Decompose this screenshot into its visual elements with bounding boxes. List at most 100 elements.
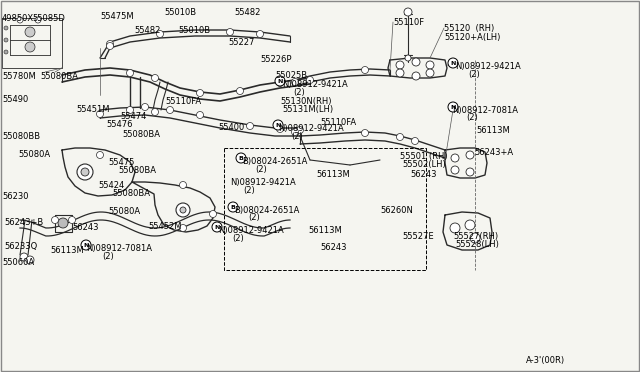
Text: 56243: 56243 — [410, 170, 436, 179]
Text: N)08912-9421A: N)08912-9421A — [282, 80, 348, 89]
Circle shape — [412, 58, 420, 66]
Text: (2): (2) — [291, 132, 303, 141]
Text: 55527(RH): 55527(RH) — [453, 232, 498, 241]
Circle shape — [97, 110, 104, 118]
Circle shape — [77, 164, 93, 180]
Text: 55474: 55474 — [120, 112, 147, 121]
Text: (2): (2) — [232, 234, 244, 243]
Text: 55226P: 55226P — [260, 55, 291, 64]
Text: N: N — [451, 61, 456, 65]
Text: 56243: 56243 — [320, 243, 346, 252]
Text: 56113M: 56113M — [50, 246, 84, 255]
Text: 55110FA: 55110FA — [165, 97, 201, 106]
Circle shape — [246, 122, 253, 129]
Circle shape — [97, 151, 104, 158]
Text: 55475M: 55475M — [100, 12, 134, 21]
Text: 55527E: 55527E — [402, 232, 434, 241]
Circle shape — [176, 203, 190, 217]
Circle shape — [362, 67, 369, 74]
Circle shape — [236, 153, 246, 163]
Circle shape — [127, 70, 134, 77]
Circle shape — [296, 126, 303, 134]
Circle shape — [157, 31, 163, 38]
Circle shape — [26, 256, 34, 264]
Circle shape — [257, 31, 264, 38]
Text: 56260N: 56260N — [380, 206, 413, 215]
Circle shape — [35, 17, 41, 23]
Text: 55502(LH): 55502(LH) — [402, 160, 445, 169]
Circle shape — [180, 207, 186, 213]
Text: B)08024-2651A: B)08024-2651A — [242, 157, 307, 166]
Text: B)08024-2651A: B)08024-2651A — [234, 206, 300, 215]
Text: 56243+B: 56243+B — [4, 218, 44, 227]
Circle shape — [179, 182, 186, 189]
Text: B: B — [230, 205, 236, 209]
Circle shape — [237, 87, 243, 94]
Circle shape — [465, 220, 475, 230]
Circle shape — [179, 224, 186, 231]
Text: N: N — [275, 122, 281, 128]
Text: N: N — [214, 224, 220, 230]
Circle shape — [451, 166, 459, 174]
Text: 56113M: 56113M — [316, 170, 349, 179]
Text: N)08912-9421A: N)08912-9421A — [230, 178, 296, 187]
Circle shape — [227, 29, 234, 35]
Circle shape — [466, 168, 474, 176]
Circle shape — [362, 129, 369, 137]
Circle shape — [276, 80, 284, 87]
Text: 55080BB: 55080BB — [2, 132, 40, 141]
Text: N: N — [277, 78, 283, 83]
Text: 55110FA: 55110FA — [320, 118, 356, 127]
Circle shape — [81, 168, 89, 176]
Text: (2): (2) — [466, 113, 477, 122]
Circle shape — [58, 218, 68, 228]
Text: 56113M: 56113M — [308, 226, 342, 235]
Circle shape — [141, 103, 148, 110]
Text: 56243: 56243 — [72, 223, 99, 232]
Circle shape — [196, 112, 204, 119]
Text: 55080BA: 55080BA — [122, 130, 160, 139]
Circle shape — [275, 76, 285, 86]
Text: (2): (2) — [468, 70, 480, 79]
Text: (2): (2) — [243, 186, 255, 195]
Circle shape — [196, 90, 204, 96]
Text: 56230: 56230 — [2, 192, 29, 201]
Text: N: N — [451, 105, 456, 109]
Circle shape — [276, 125, 284, 132]
Text: 55080A: 55080A — [108, 207, 140, 216]
Circle shape — [450, 223, 460, 233]
Circle shape — [396, 61, 404, 69]
Text: N)08912-9421A: N)08912-9421A — [278, 124, 344, 133]
Text: 55130N(RH): 55130N(RH) — [280, 97, 332, 106]
Circle shape — [448, 58, 458, 68]
Circle shape — [470, 233, 480, 243]
Text: 55110F: 55110F — [393, 18, 424, 27]
Text: (2): (2) — [293, 88, 305, 97]
Text: (2): (2) — [102, 252, 114, 261]
Circle shape — [166, 106, 173, 113]
Text: 55025B: 55025B — [275, 71, 307, 80]
Text: 55400: 55400 — [218, 123, 244, 132]
Circle shape — [405, 55, 411, 61]
Text: 55780M: 55780M — [2, 72, 36, 81]
Text: 55451M: 55451M — [76, 105, 109, 114]
Circle shape — [4, 50, 8, 54]
Text: 55452M: 55452M — [148, 222, 182, 231]
Text: N)08912-7081A: N)08912-7081A — [86, 244, 152, 253]
Text: 55482: 55482 — [134, 26, 161, 35]
Circle shape — [404, 8, 412, 16]
Circle shape — [127, 106, 134, 113]
Text: 55060A: 55060A — [2, 258, 34, 267]
Text: 55528(LH): 55528(LH) — [455, 240, 499, 249]
Circle shape — [152, 74, 159, 81]
Circle shape — [307, 77, 314, 83]
Circle shape — [20, 253, 28, 261]
Text: 49850X: 49850X — [2, 14, 34, 23]
Circle shape — [4, 26, 8, 30]
Text: N)08912-7081A: N)08912-7081A — [452, 106, 518, 115]
Circle shape — [152, 109, 159, 115]
Circle shape — [51, 217, 58, 224]
Circle shape — [451, 154, 459, 162]
Circle shape — [68, 217, 76, 224]
Text: 56233Q: 56233Q — [4, 242, 37, 251]
